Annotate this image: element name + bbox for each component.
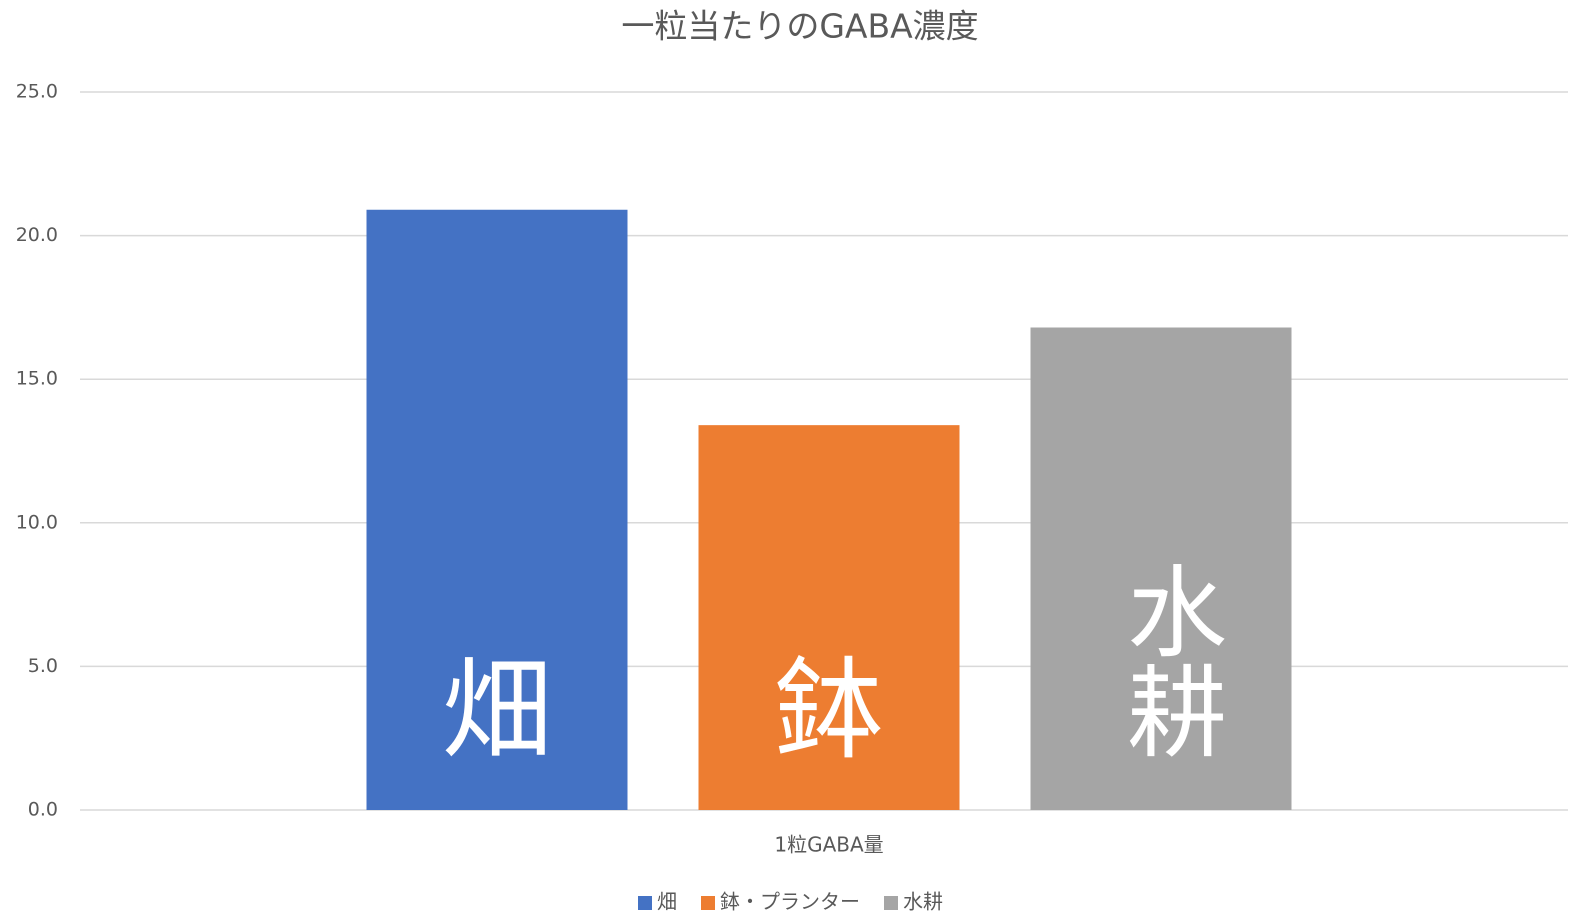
bar-annotation: 水耕 bbox=[1110, 560, 1227, 760]
bar bbox=[366, 209, 628, 810]
legend-swatch bbox=[638, 896, 652, 910]
bar bbox=[698, 425, 960, 810]
y-tick-label: 25.0 bbox=[16, 81, 58, 103]
x-tick-label: 1粒GABA量 bbox=[774, 833, 883, 857]
legend-swatch bbox=[701, 896, 715, 910]
y-tick-label: 20.0 bbox=[16, 224, 58, 246]
y-tick-label: 10.0 bbox=[16, 511, 58, 533]
bar bbox=[1030, 327, 1292, 810]
legend-label: 鉢・プランター bbox=[720, 890, 860, 914]
legend-label: 水耕 bbox=[903, 890, 943, 914]
bar-annotation: 畑 bbox=[442, 646, 552, 774]
bar-annotation: 鉢 bbox=[774, 646, 884, 774]
y-tick-label: 15.0 bbox=[16, 368, 58, 390]
chart-title: 一粒当たりのGABA濃度 bbox=[621, 7, 978, 46]
legend-swatch bbox=[884, 896, 898, 910]
y-tick-label: 5.0 bbox=[28, 655, 58, 677]
legend-label: 畑 bbox=[657, 890, 677, 914]
y-tick-label: 0.0 bbox=[28, 799, 58, 821]
